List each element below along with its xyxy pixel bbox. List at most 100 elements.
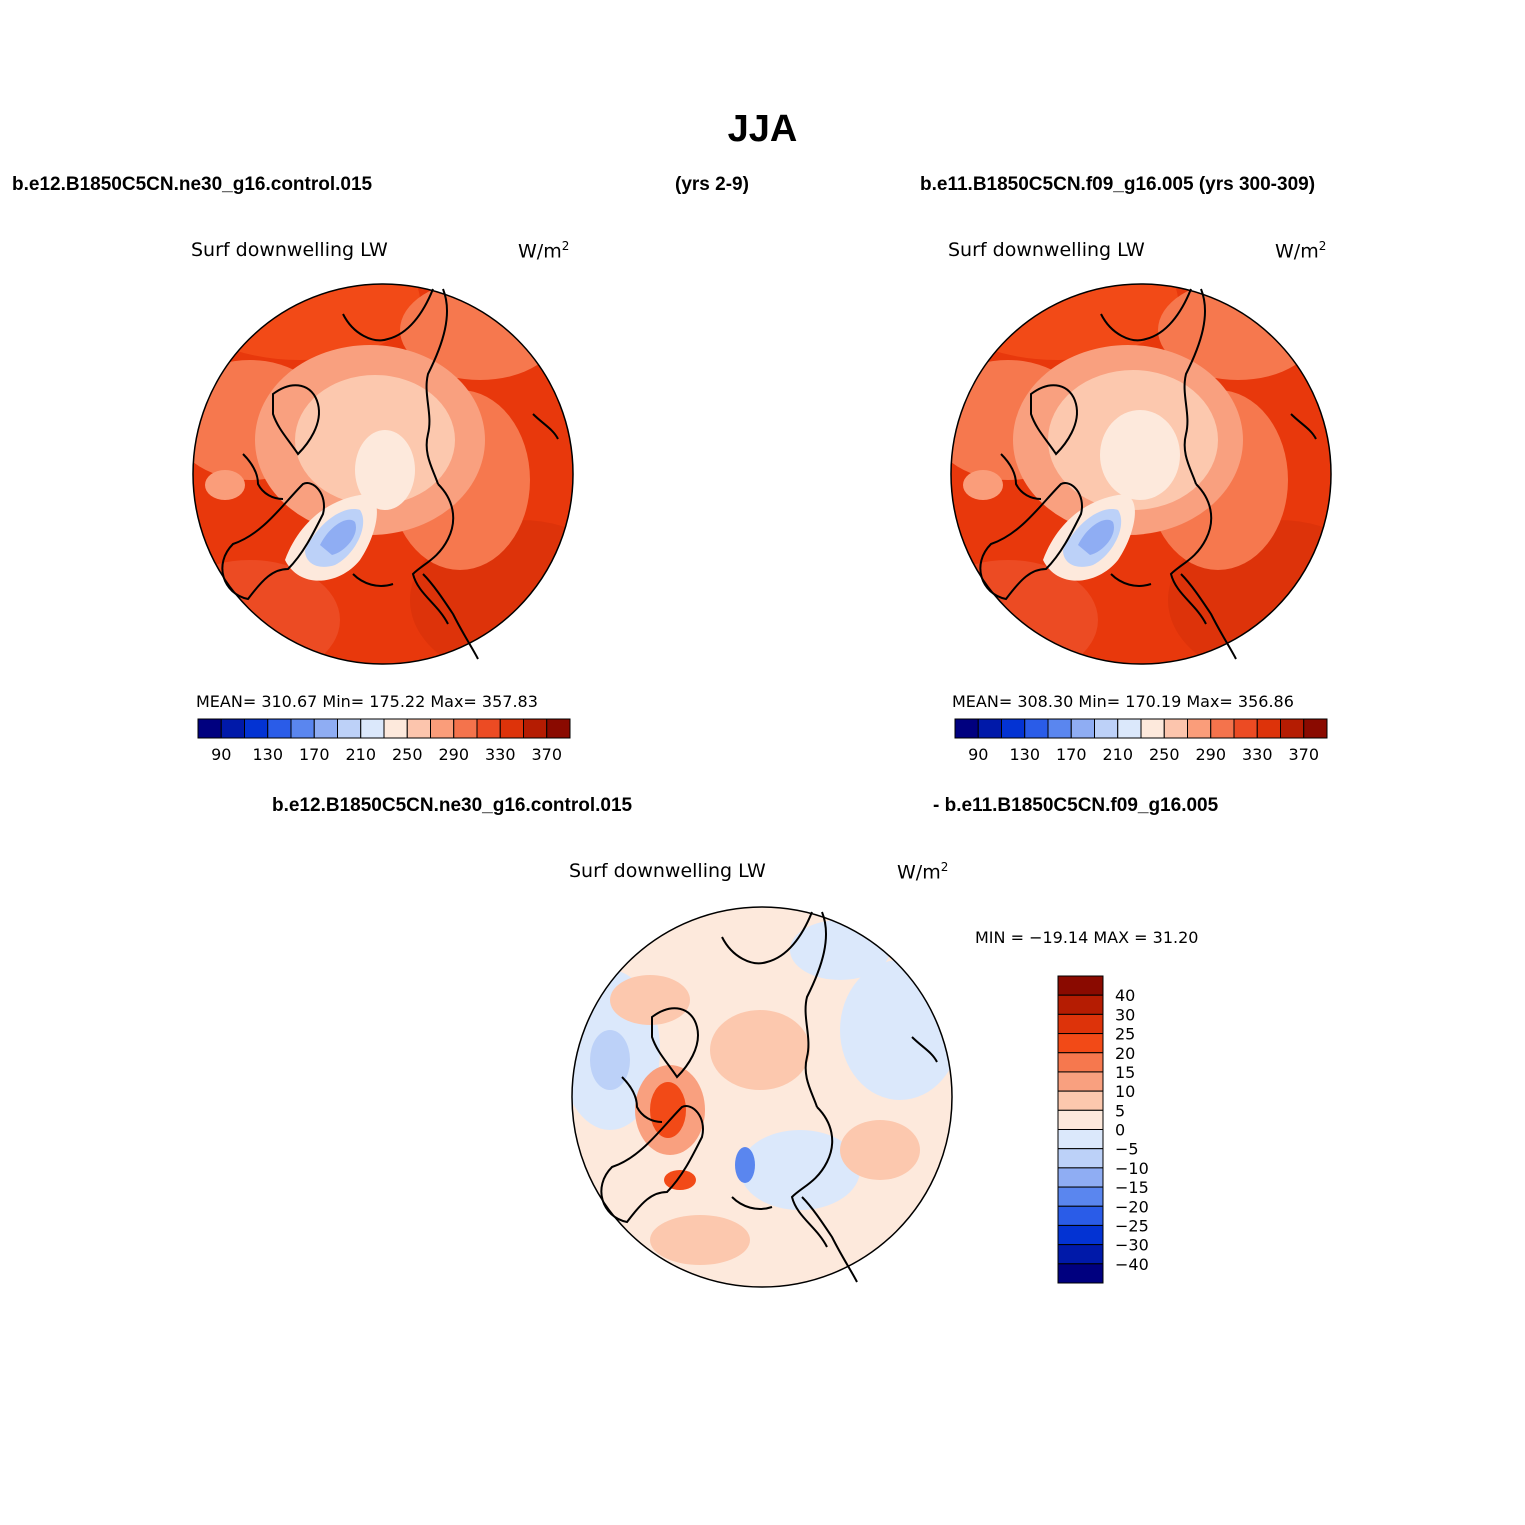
panel1-map <box>192 283 574 665</box>
panel1-colorbar-swatch <box>453 718 478 739</box>
diff-colorbar-swatch <box>1057 1167 1104 1188</box>
panel1-colorbar-tick-label: 370 <box>531 745 562 764</box>
diff-colorbar-tick-label: 40 <box>1115 986 1135 1005</box>
panel2-colorbar-swatch <box>1163 718 1188 739</box>
diff-colorbar-swatch <box>1057 975 1104 996</box>
panel2-colorbar-tick-label: 370 <box>1288 745 1319 764</box>
panel1-colorbar-tick-label: 210 <box>345 745 376 764</box>
left-case-title: b.e12.B1850C5CN.ne30_g16.control.015 <box>12 174 373 195</box>
panel2-colorbar-swatch <box>1047 718 1072 739</box>
panel3-variable-label: Surf downwelling LW <box>569 860 766 882</box>
panel2-colorbar-tick-label: 130 <box>1009 745 1040 764</box>
diff-colorbar-tick-label: −5 <box>1115 1140 1139 1159</box>
diff-colorbar-tick-label: −20 <box>1115 1197 1149 1216</box>
diff-colorbar-tick-label: 25 <box>1115 1025 1135 1044</box>
panel2-colorbar-swatch <box>954 718 979 739</box>
diff-colorbar-tick-label: 30 <box>1115 1005 1135 1024</box>
panel1-colorbar-swatch <box>267 718 292 739</box>
diff-case-title: b.e12.B1850C5CN.ne30_g16.control.015 <box>272 795 633 816</box>
panel2-colorbar-swatch <box>1233 718 1258 739</box>
diff-colorbar-swatch <box>1057 1033 1104 1054</box>
panel2-colorbar-swatch <box>1070 718 1095 739</box>
panel2-variable-label: Surf downwelling LW <box>948 239 1145 261</box>
panel3-map <box>571 906 953 1288</box>
diff-colorbar-tick-label: −15 <box>1115 1178 1149 1197</box>
panel2-colorbar-swatch <box>1140 718 1165 739</box>
panel2-colorbar-swatch <box>1094 718 1119 739</box>
diff-colorbar-swatch <box>1057 1205 1104 1226</box>
diff-colorbar-swatch <box>1057 1013 1104 1035</box>
panel2-colorbar: 90 130 170 210 250 290 330 370 <box>954 718 1328 764</box>
panel2-map <box>950 283 1332 665</box>
panel1-variable-label: Surf downwelling LW <box>191 239 388 261</box>
panel1-colorbar-swatch <box>406 718 431 739</box>
panel2-colorbar-tick-label: 210 <box>1102 745 1133 764</box>
panel2-colorbar-swatch <box>977 718 1002 739</box>
diff-colorbar-swatch <box>1057 1186 1104 1207</box>
panel2-colorbar-swatch <box>1187 718 1212 739</box>
panel2-colorbar-swatch <box>1001 718 1026 739</box>
panel1-colorbar-tick-label: 330 <box>485 745 516 764</box>
diff-colorbar-tick-label: −10 <box>1115 1159 1149 1178</box>
panel1-colorbar-swatch <box>499 718 524 739</box>
panel2-colorbar-swatch <box>1210 718 1235 739</box>
panel1-colorbar-swatch <box>383 718 408 739</box>
panel2-colorbar-tick-label: 250 <box>1149 745 1180 764</box>
left-years-label: (yrs 2-9) <box>675 174 749 195</box>
panel1-colorbar-tick-label: 130 <box>252 745 283 764</box>
panel1-colorbar-swatch <box>523 718 548 739</box>
diff-colorbar-swatch <box>1057 1090 1104 1111</box>
diff-colorbar-swatch <box>1057 994 1104 1015</box>
panel2-colorbar-swatch <box>1280 718 1305 739</box>
panel2-stats: MEAN= 308.30 Min= 170.19 Max= 356.86 <box>952 692 1294 711</box>
panel1-colorbar-tick-label: 290 <box>438 745 469 764</box>
diff-colorbar-tick-label: −25 <box>1115 1216 1149 1235</box>
diff-colorbar-tick-label: 20 <box>1115 1044 1135 1063</box>
panel1-stats: MEAN= 310.67 Min= 175.22 Max= 357.83 <box>196 692 538 711</box>
panel1-colorbar: 90 130 170 210 250 290 330 370 <box>197 718 571 764</box>
panel2-colorbar-swatch <box>1024 718 1049 739</box>
diff-colorbar-tick-label: 5 <box>1115 1101 1125 1120</box>
panel2-colorbar-tick-label: 290 <box>1195 745 1226 764</box>
right-case-title: b.e11.B1850C5CN.f09_g16.005 (yrs 300-309… <box>920 174 1316 195</box>
diff-colorbar-swatch <box>1057 1109 1104 1130</box>
diff-colorbar-swatch <box>1057 1244 1104 1265</box>
panel1-colorbar-swatch <box>360 718 385 739</box>
panel1-colorbar-swatch <box>546 718 571 739</box>
panel2-colorbar-swatch <box>1256 718 1281 739</box>
panel1-colorbar-swatch <box>476 718 501 739</box>
panel1-colorbar-tick-label: 90 <box>211 745 231 764</box>
diff-colorbar-swatch <box>1057 1263 1104 1284</box>
panel1-colorbar-tick-label: 170 <box>299 745 330 764</box>
panel1-colorbar-swatch <box>337 718 362 739</box>
diff-subtracted-case-title: - b.e11.B1850C5CN.f09_g16.005 <box>933 795 1219 816</box>
diff-colorbar-swatch <box>1057 1224 1104 1246</box>
diff-colorbar-tick-label: 10 <box>1115 1082 1135 1101</box>
panel1-colorbar-swatch <box>430 718 455 739</box>
panel2-colorbar-tick-label: 330 <box>1242 745 1273 764</box>
diff-colorbar-tick-label: −30 <box>1115 1236 1149 1255</box>
panel1-colorbar-swatch <box>290 718 315 739</box>
panel1-colorbar-swatch <box>313 718 338 739</box>
figure-title: JJA <box>727 108 798 150</box>
diff-colorbar-swatch <box>1057 1148 1104 1169</box>
diff-colorbar-swatch <box>1057 1071 1104 1092</box>
panel1-colorbar-tick-label: 250 <box>392 745 423 764</box>
diff-colorbar-tick-label: 15 <box>1115 1063 1135 1082</box>
panel1-colorbar-swatch <box>220 718 245 739</box>
panel1-colorbar-swatch <box>244 718 269 739</box>
diff-colorbar-tick-label: 0 <box>1115 1121 1125 1140</box>
panel1-units-label: W/m2 <box>518 239 570 263</box>
panel2-colorbar-swatch <box>1303 718 1328 739</box>
panel1-colorbar-swatch <box>197 718 222 739</box>
panel2-colorbar-tick-label: 170 <box>1056 745 1087 764</box>
diff-colorbar-tick-label: −40 <box>1115 1255 1149 1274</box>
panel2-colorbar-swatch <box>1117 718 1142 739</box>
panel3-units-label: W/m2 <box>897 860 949 884</box>
diff-colorbar-swatch <box>1057 1129 1104 1150</box>
panel2-units-label: W/m2 <box>1275 239 1327 263</box>
panel2-colorbar-tick-label: 90 <box>968 745 988 764</box>
panel3-stats: MIN = −19.14 MAX = 31.20 <box>975 928 1199 947</box>
